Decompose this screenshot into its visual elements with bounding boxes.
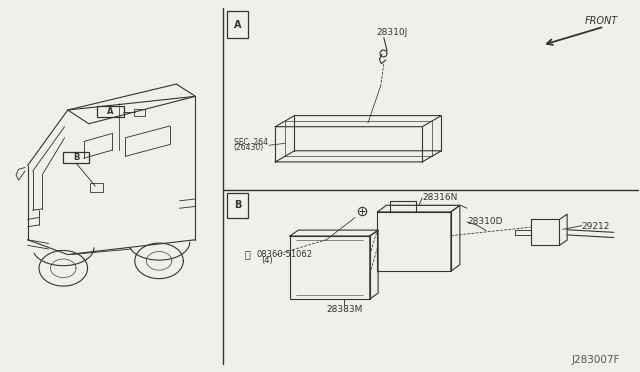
Bar (378, 212, 451, 271)
Bar (531, 219, 559, 245)
FancyBboxPatch shape (63, 152, 90, 163)
Text: B: B (73, 153, 79, 162)
FancyBboxPatch shape (227, 12, 248, 38)
Text: (26430): (26430) (234, 143, 264, 152)
Text: 28316N: 28316N (422, 193, 458, 202)
Text: A: A (234, 20, 241, 30)
Text: J283007F: J283007F (572, 355, 620, 365)
Bar (90, 183, 103, 192)
FancyBboxPatch shape (97, 106, 124, 118)
Text: B: B (234, 200, 241, 210)
Text: (4): (4) (261, 256, 273, 264)
Text: 28310D: 28310D (467, 217, 502, 226)
Text: 08360-51062: 08360-51062 (256, 250, 312, 259)
Text: Ⓢ: Ⓢ (244, 250, 250, 260)
Text: FRONT: FRONT (584, 16, 618, 26)
Text: 28310J: 28310J (376, 28, 408, 37)
Bar (290, 236, 370, 299)
Bar (134, 109, 145, 116)
Text: A: A (108, 108, 114, 116)
Text: 29212: 29212 (582, 222, 610, 231)
Text: SEC. 264: SEC. 264 (234, 138, 268, 147)
FancyBboxPatch shape (227, 193, 248, 218)
Text: 28383M: 28383M (326, 305, 362, 314)
